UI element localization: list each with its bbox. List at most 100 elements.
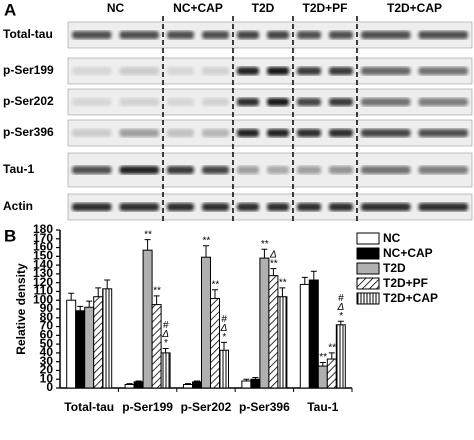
bar — [219, 349, 229, 389]
error-bar — [252, 376, 259, 380]
blot-band — [72, 129, 112, 137]
blot-band — [267, 31, 289, 39]
legend-label: T2D+PF — [383, 276, 428, 290]
significance-mark: * — [164, 338, 169, 349]
blot-band — [329, 31, 353, 39]
x-tick-label: Tau-1 — [307, 400, 338, 414]
blot-band — [267, 129, 289, 137]
blot-band — [72, 31, 112, 39]
error-bar — [153, 295, 160, 305]
error-bar — [77, 305, 84, 311]
x-tick-label: p-Ser202 — [181, 400, 232, 414]
legend-swatch — [356, 277, 380, 290]
blot-band — [418, 203, 468, 211]
error-bar — [194, 380, 200, 382]
blot-band — [297, 98, 321, 106]
bar — [250, 378, 261, 389]
y-tick-label: 110 — [34, 284, 54, 298]
error-bar — [212, 289, 218, 299]
y-tick-label: 60 — [40, 328, 54, 342]
blot-band — [361, 67, 411, 75]
significance-mark: # — [338, 293, 344, 304]
row-label: Total-tau — [3, 27, 53, 41]
x-tick-label: p-Ser199 — [122, 400, 173, 414]
y-tick-label: 50 — [40, 336, 54, 350]
blot-band — [297, 203, 321, 211]
blot-band — [361, 31, 411, 39]
legend-swatch — [356, 232, 380, 245]
error-bar — [301, 276, 308, 285]
bar — [277, 296, 288, 389]
bar — [201, 256, 211, 389]
blot-band — [167, 98, 194, 106]
significance-mark: ** — [211, 279, 220, 290]
blot-band — [72, 98, 112, 106]
bar — [210, 297, 220, 389]
significance-mark: # — [163, 320, 169, 331]
error-bar — [328, 352, 335, 360]
bar — [183, 383, 193, 389]
blot-band — [237, 129, 259, 137]
panel-label: B — [4, 226, 16, 245]
blot-band — [297, 67, 321, 75]
legend-swatch — [356, 262, 380, 275]
y-tick-label: 100 — [33, 292, 53, 306]
y-tick-label: 70 — [40, 319, 54, 333]
y-tick-label: 0 — [46, 380, 53, 394]
y-tick-label: 20 — [40, 363, 54, 377]
error-bar — [68, 292, 75, 301]
significance-mark: ** — [202, 235, 211, 246]
row-label: Actin — [3, 199, 33, 213]
blot-band — [167, 129, 194, 137]
significance-mark: ** — [270, 258, 279, 269]
blot-band — [202, 31, 229, 39]
blot-band — [202, 203, 229, 211]
blot-band — [119, 67, 159, 75]
blot-band — [361, 129, 411, 137]
blot-band — [329, 67, 353, 75]
bar — [299, 283, 310, 389]
y-tick-label: 150 — [33, 249, 53, 263]
blot-band — [361, 203, 411, 211]
blot-band — [267, 203, 289, 211]
legend-label: NC+CAP — [383, 246, 433, 260]
bar — [66, 299, 77, 389]
error-bar — [95, 287, 102, 297]
x-tick-label: p-Ser396 — [239, 400, 290, 414]
blot-band — [329, 203, 353, 211]
row-label: p-Ser396 — [3, 125, 54, 139]
y-tick-label: 10 — [40, 371, 54, 385]
legend-swatch — [356, 292, 380, 305]
error-bar — [185, 383, 191, 385]
error-bar — [310, 270, 317, 281]
blot-band — [418, 98, 468, 106]
blot-band — [119, 31, 159, 39]
blot-band — [167, 203, 194, 211]
error-bar — [337, 320, 344, 325]
significance-mark: * — [339, 311, 344, 322]
row-label: Tau-1 — [3, 162, 34, 176]
bar — [335, 324, 346, 389]
bar — [133, 381, 144, 389]
blot-band — [119, 129, 159, 137]
blot-band — [237, 67, 259, 75]
bar — [75, 310, 86, 389]
bar — [241, 380, 252, 389]
y-tick-label: 80 — [40, 310, 54, 324]
significance-mark: * — [222, 332, 227, 343]
error-bar — [144, 239, 151, 251]
row-label: p-Ser202 — [3, 94, 54, 108]
y-axis-title: Relative density — [14, 263, 28, 355]
blot-band — [119, 166, 159, 174]
error-bar — [279, 287, 286, 297]
group-label: T2D+PF — [302, 1, 347, 15]
significance-mark: Δ — [161, 329, 169, 340]
blot-band — [237, 98, 259, 106]
bar — [308, 279, 319, 389]
bar — [124, 383, 135, 389]
blot-band — [167, 31, 194, 39]
group-label: T2D — [252, 1, 275, 15]
legend-swatch — [356, 247, 380, 260]
bar — [142, 249, 153, 389]
blot-band — [297, 166, 321, 174]
